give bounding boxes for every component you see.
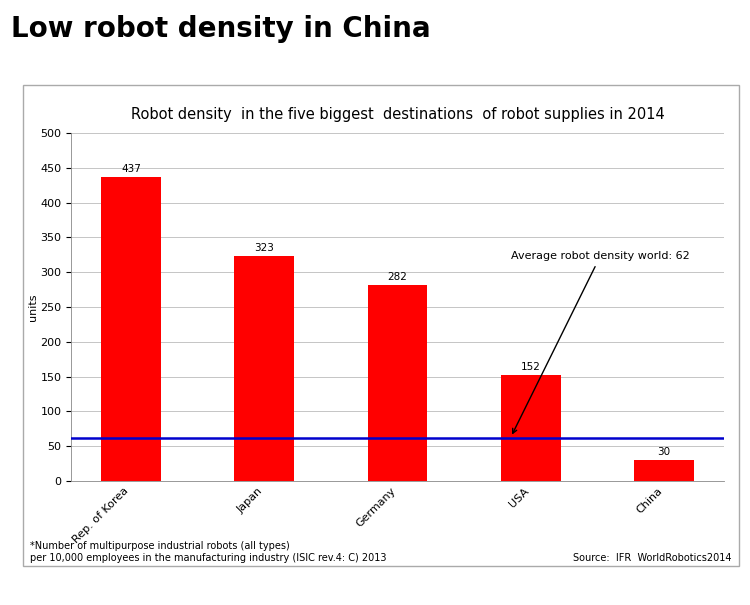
Text: Average robot density world: 62: Average robot density world: 62 bbox=[511, 252, 689, 433]
Text: Source:  IFR  WorldRobotics2014: Source: IFR WorldRobotics2014 bbox=[573, 552, 731, 563]
Bar bbox=[634, 460, 694, 481]
Bar bbox=[234, 257, 294, 481]
Text: 437: 437 bbox=[121, 164, 141, 174]
Text: 30: 30 bbox=[658, 447, 670, 457]
Text: 152: 152 bbox=[520, 362, 541, 373]
Text: 282: 282 bbox=[388, 272, 407, 282]
Text: 323: 323 bbox=[254, 243, 274, 253]
Y-axis label: units: units bbox=[28, 293, 38, 321]
Text: *Number of multipurpose industrial robots (all types)
per 10,000 employees in th: *Number of multipurpose industrial robot… bbox=[30, 541, 386, 563]
Bar bbox=[501, 375, 561, 481]
Bar bbox=[101, 177, 161, 481]
Text: Low robot density in China: Low robot density in China bbox=[11, 15, 430, 43]
Bar bbox=[368, 285, 428, 481]
Title: Robot density  in the five biggest  destinations  of robot supplies in 2014: Robot density in the five biggest destin… bbox=[130, 107, 664, 122]
